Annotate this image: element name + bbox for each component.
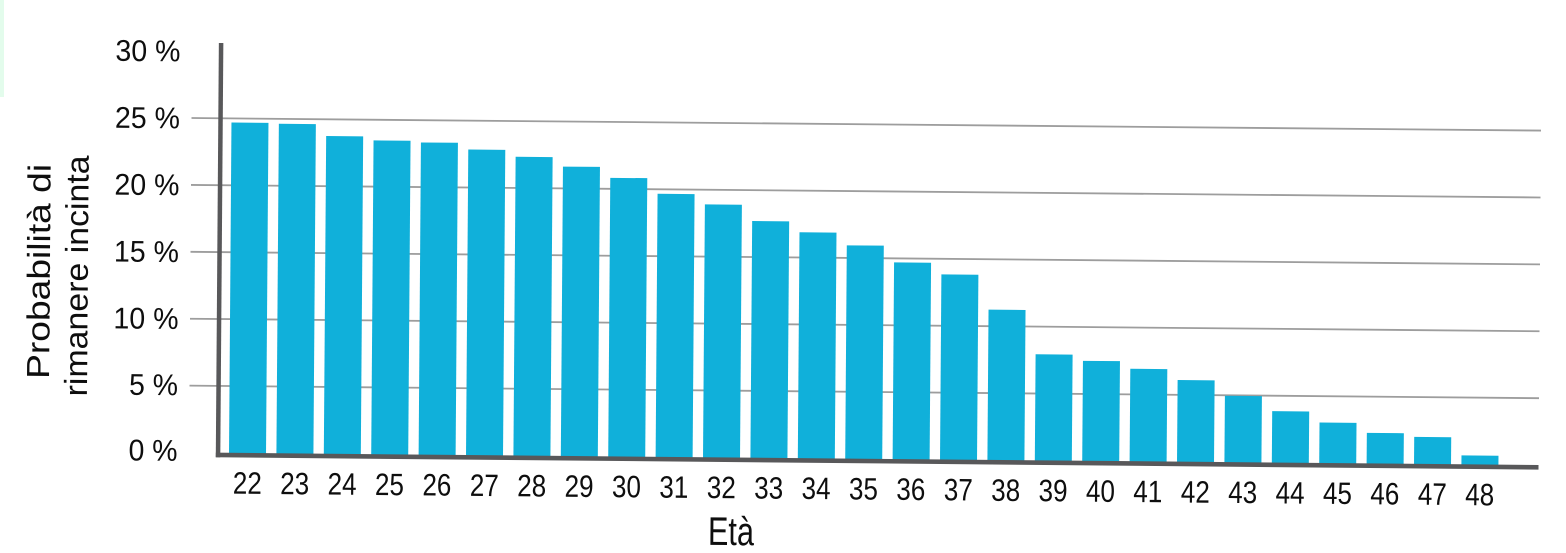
svg-text:37: 37 — [944, 472, 973, 507]
svg-text:32: 32 — [707, 470, 736, 505]
svg-text:5 %: 5 % — [129, 369, 178, 402]
svg-text:33: 33 — [754, 470, 783, 505]
svg-text:Età: Età — [708, 510, 755, 553]
svg-text:44: 44 — [1275, 475, 1304, 510]
svg-text:47: 47 — [1418, 477, 1447, 512]
svg-text:25 %: 25 % — [115, 102, 180, 136]
svg-text:39: 39 — [1038, 473, 1067, 508]
svg-text:35: 35 — [849, 471, 878, 506]
svg-text:25: 25 — [375, 467, 404, 502]
svg-text:20 %: 20 % — [114, 169, 179, 203]
svg-text:15 %: 15 % — [114, 236, 179, 270]
svg-text:46: 46 — [1370, 476, 1399, 511]
svg-text:41: 41 — [1133, 474, 1162, 509]
svg-text:38: 38 — [991, 473, 1020, 508]
svg-text:48: 48 — [1465, 477, 1494, 512]
svg-text:22: 22 — [233, 466, 262, 501]
svg-text:28: 28 — [517, 468, 546, 503]
svg-text:23: 23 — [280, 466, 309, 501]
svg-text:0 %: 0 % — [128, 434, 177, 467]
svg-text:36: 36 — [896, 472, 925, 507]
svg-text:27: 27 — [470, 468, 499, 503]
svg-text:Probabilità di: Probabilità di — [20, 164, 58, 379]
svg-text:29: 29 — [564, 469, 593, 504]
svg-text:rimanere incinta: rimanere incinta — [58, 155, 96, 397]
svg-text:26: 26 — [422, 467, 451, 502]
svg-text:24: 24 — [327, 467, 356, 502]
svg-text:30 %: 30 % — [115, 35, 180, 69]
svg-text:10 %: 10 % — [113, 302, 178, 336]
svg-text:45: 45 — [1323, 476, 1352, 511]
svg-text:40: 40 — [1086, 474, 1115, 509]
svg-text:30: 30 — [612, 469, 641, 504]
svg-text:43: 43 — [1228, 475, 1257, 510]
svg-text:34: 34 — [801, 471, 830, 506]
svg-text:31: 31 — [659, 470, 688, 505]
svg-text:42: 42 — [1181, 474, 1210, 509]
